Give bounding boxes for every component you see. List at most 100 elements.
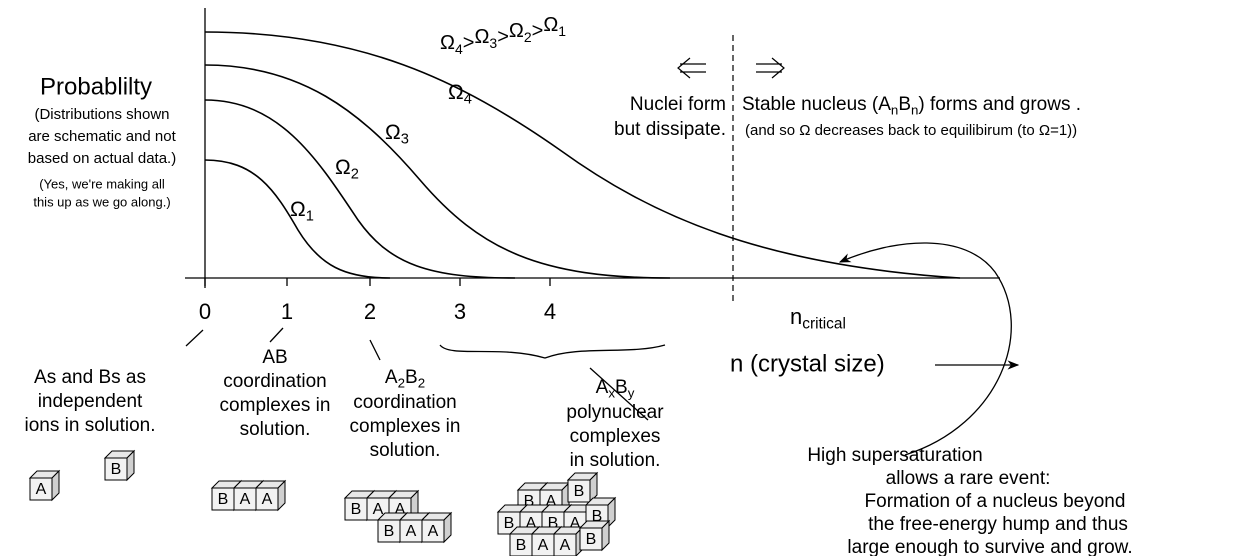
block: A	[256, 481, 285, 510]
separator: >	[532, 20, 544, 42]
block-letter: B	[504, 515, 515, 532]
aside: (Yes, we're making all	[39, 176, 165, 191]
left-arrow	[678, 58, 706, 78]
subscript: 3	[489, 35, 497, 51]
leader-line	[370, 340, 380, 360]
x-axis-label: n (crystal size)	[730, 350, 885, 377]
subscript: 2	[524, 29, 532, 45]
block-letter: A	[428, 523, 439, 540]
note: are schematic and not	[28, 128, 176, 145]
event-label: large enough to survive and grow.	[847, 537, 1132, 556]
block-letter: A	[36, 481, 47, 498]
region-label: Nuclei form	[630, 94, 726, 115]
y-axis-label: Probablilty	[40, 73, 152, 100]
species-label: complexes in	[220, 395, 331, 416]
leader-line	[186, 330, 203, 346]
species-label: solution.	[370, 440, 441, 461]
species-formula: AxBy	[596, 377, 635, 400]
n-critical: ncritical	[790, 304, 846, 333]
curve	[205, 32, 960, 278]
curve-label: Ω4	[448, 81, 472, 108]
curve-label: Ω3	[385, 121, 409, 148]
subscript: 2	[418, 375, 425, 390]
subscript: 2	[398, 375, 405, 390]
text-part: Ω	[385, 121, 401, 144]
text-part: B	[405, 367, 418, 388]
text-part: B	[615, 377, 628, 398]
x-tick-label: 3	[454, 299, 466, 324]
species-label: coordination	[353, 392, 457, 413]
event-label: allows a rare event:	[886, 468, 1051, 489]
text-part: B	[898, 94, 911, 115]
region-label: but dissipate.	[614, 119, 726, 140]
curve	[205, 65, 670, 278]
subscript: 1	[306, 208, 314, 224]
species-label: complexes	[570, 426, 661, 447]
x-tick-label: 1	[281, 299, 293, 324]
block-letter: B	[574, 483, 585, 500]
leader-line	[270, 328, 283, 342]
text-part: ) forms and grows .	[918, 94, 1081, 115]
subscript: 4	[455, 41, 463, 57]
text-part: Ω	[290, 198, 306, 221]
region-label: Stable nucleus (AnBn) forms and grows .	[742, 94, 1081, 117]
block-letter: A	[240, 491, 251, 508]
text-part: Ω	[440, 32, 455, 54]
block: A	[30, 471, 59, 500]
text-part: A	[596, 377, 609, 398]
text-part: Ω	[335, 156, 351, 179]
block: B	[105, 451, 134, 480]
text-part: Ω	[543, 14, 558, 36]
ordering: Ω4>Ω3>Ω2>Ω1	[440, 14, 566, 56]
species-formula: A2B2	[385, 367, 425, 390]
block-letter: A	[262, 491, 273, 508]
aside: this up as we go along.)	[33, 194, 170, 209]
x-tick-label: 2	[364, 299, 376, 324]
diagram: Probablilty (Distributions shown are schem…	[0, 0, 1247, 556]
x-tick-label: 4	[544, 299, 556, 324]
subscript: 4	[464, 91, 472, 107]
text-part: Ω	[474, 26, 489, 48]
block-letter: B	[218, 491, 229, 508]
subscript: n	[911, 102, 918, 117]
text-part: A	[385, 367, 398, 388]
text-part: Stable nucleus (A	[742, 94, 891, 115]
event-label: Formation of a nucleus beyond	[865, 491, 1126, 512]
block-letter: B	[351, 501, 362, 518]
block: A	[554, 527, 583, 556]
species-label: polynuclear	[566, 402, 664, 423]
event-label: the free-energy hump and thus	[868, 514, 1128, 535]
species-label: complexes in	[350, 416, 461, 437]
species-label: ions in solution.	[25, 415, 156, 436]
species-label: As and Bs as	[34, 367, 146, 388]
subscript: y	[628, 385, 635, 400]
block-letter: B	[111, 461, 122, 478]
species-label: in solution.	[570, 450, 661, 471]
block: B	[580, 521, 609, 550]
right-arrow	[756, 58, 784, 78]
event-label: High supersaturation	[807, 445, 982, 466]
separator: >	[463, 32, 475, 54]
text-part: Ω	[448, 81, 464, 104]
separator: >	[497, 26, 509, 48]
species-label: independent	[38, 391, 143, 412]
block-letter: A	[406, 523, 417, 540]
text-part: Ω	[509, 20, 524, 42]
block-letter: A	[538, 537, 549, 554]
species-label: solution.	[240, 419, 311, 440]
subscript: 1	[558, 23, 566, 39]
region-label: (and so Ω decreases back to equilibirum …	[745, 122, 1077, 139]
note: (Distributions shown	[34, 106, 169, 123]
curve	[205, 100, 515, 278]
subscript: 3	[401, 131, 409, 147]
block-letter: A	[560, 537, 571, 554]
block: A	[422, 513, 451, 542]
block-letter: B	[516, 537, 527, 554]
text-part: n	[790, 304, 802, 329]
block-letter: B	[384, 523, 395, 540]
curve-label: Ω1	[290, 198, 314, 225]
species-label: coordination	[223, 371, 327, 392]
subscript: critical	[802, 316, 846, 333]
subscript: 2	[351, 166, 359, 182]
block-letter: B	[586, 531, 597, 548]
